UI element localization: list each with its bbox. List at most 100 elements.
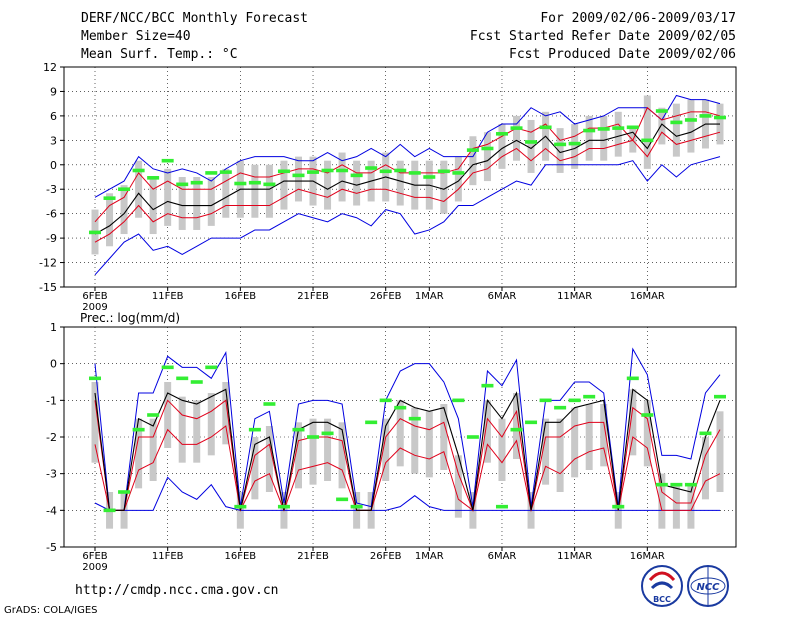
observed-marker bbox=[510, 427, 523, 432]
observed-marker bbox=[292, 173, 305, 178]
observed-marker bbox=[466, 148, 479, 152]
y-tick-label: -6 bbox=[46, 208, 57, 221]
x-tick-label: 21FEB bbox=[297, 291, 329, 302]
spread-bar bbox=[164, 382, 172, 448]
header-left: DERF/NCC/BCC Monthly Forecast Member Siz… bbox=[81, 10, 308, 64]
observed-marker bbox=[132, 427, 145, 432]
observed-marker bbox=[336, 168, 349, 173]
spread-bar bbox=[498, 418, 506, 481]
spread-bar bbox=[207, 393, 215, 456]
spread-bar bbox=[193, 177, 201, 230]
series-line-mean bbox=[94, 123, 720, 235]
observed-marker bbox=[466, 435, 479, 439]
series-line-q75 bbox=[94, 106, 721, 223]
observed-marker bbox=[118, 490, 131, 494]
y-tick-label: -15 bbox=[39, 281, 57, 294]
spread-bar bbox=[265, 164, 273, 218]
y-tick-label: 9 bbox=[50, 85, 57, 98]
spread-bar bbox=[425, 411, 433, 478]
spread-bar bbox=[454, 455, 462, 518]
observed-marker bbox=[307, 435, 320, 439]
spread-bar bbox=[91, 382, 99, 463]
observed-marker bbox=[263, 402, 276, 406]
x-tick-label: 16MAR bbox=[630, 551, 665, 562]
y-tick-label: -1 bbox=[46, 394, 57, 407]
x-tick-label: 11MAR bbox=[557, 551, 592, 562]
spread-bar bbox=[265, 426, 273, 492]
spread-bar bbox=[600, 404, 608, 467]
observed-marker bbox=[655, 109, 668, 113]
y-tick-label: 0 bbox=[50, 159, 57, 172]
observed-marker bbox=[670, 482, 683, 487]
spread-bar bbox=[527, 119, 535, 173]
observed-marker bbox=[89, 230, 101, 235]
observed-marker bbox=[568, 141, 581, 146]
x-tick-label: 21FEB bbox=[297, 551, 329, 562]
spread-bar bbox=[411, 407, 419, 474]
spread-bar bbox=[672, 103, 680, 157]
spread-bar bbox=[251, 437, 259, 500]
source-url[interactable]: http://cmdp.ncc.cma.gov.cn bbox=[75, 583, 279, 598]
observed-marker bbox=[89, 376, 101, 381]
chart-panel-1: 12 9 6 3 0 -3 -6 -9 -12 -15 6FEB 11FEB 16FEB 21FEB 26F… bbox=[39, 61, 737, 313]
series-line-q25 bbox=[94, 425, 721, 513]
observed-marker bbox=[147, 176, 160, 180]
observed-marker bbox=[277, 169, 290, 174]
observed-marker bbox=[423, 175, 436, 179]
observed-marker bbox=[277, 504, 290, 509]
spread-bar bbox=[556, 418, 564, 492]
observed-marker bbox=[684, 118, 697, 122]
observed-marker bbox=[714, 394, 726, 399]
spread-bar bbox=[600, 115, 608, 161]
forecast-period: For 2009/02/06-2009/03/17 bbox=[540, 11, 736, 26]
x-year-label: 2009 bbox=[82, 302, 107, 313]
y-tick-label: 0 bbox=[50, 358, 57, 371]
spread-bar bbox=[483, 132, 491, 182]
observed-marker bbox=[655, 482, 668, 487]
observed-marker bbox=[539, 125, 552, 130]
x-tick-label: 6MAR bbox=[488, 291, 517, 302]
observed-marker bbox=[205, 171, 218, 175]
observed-marker bbox=[161, 365, 174, 370]
observed-marker bbox=[626, 125, 639, 130]
series-line-min bbox=[94, 476, 720, 511]
spread-bar bbox=[324, 418, 332, 481]
y-tick-label: 1 bbox=[50, 321, 57, 334]
spread-bar bbox=[687, 484, 695, 529]
bcc-logo-wave bbox=[650, 581, 674, 590]
observed-marker bbox=[525, 420, 538, 425]
observed-marker bbox=[568, 398, 581, 403]
series-line-min bbox=[94, 156, 721, 276]
observed-marker bbox=[670, 120, 683, 125]
observed-marker bbox=[234, 504, 247, 509]
observed-marker bbox=[699, 431, 712, 436]
observed-marker bbox=[321, 168, 334, 173]
member-size: Member Size=40 bbox=[81, 29, 191, 44]
spread-bar bbox=[643, 400, 651, 467]
observed-marker bbox=[626, 376, 639, 381]
y-tick-label: 3 bbox=[50, 134, 57, 147]
spread-bar bbox=[280, 160, 288, 210]
observed-marker bbox=[510, 126, 523, 130]
observed-marker bbox=[597, 127, 610, 131]
spread-bar bbox=[309, 418, 317, 485]
series-line-max bbox=[94, 94, 721, 198]
x-tick-label: 6FEB bbox=[82, 291, 107, 302]
x-tick-label: 6MAR bbox=[488, 551, 517, 562]
spread-bar bbox=[207, 177, 215, 226]
ncc-logo: NCC bbox=[687, 565, 729, 607]
bcc-logo: BCC bbox=[641, 565, 683, 607]
spread-bar bbox=[338, 152, 346, 202]
y-tick-label: -2 bbox=[46, 431, 57, 444]
bcc-logo-text: BCC bbox=[653, 595, 671, 604]
spread-bar bbox=[353, 160, 361, 206]
observed-marker bbox=[394, 168, 407, 173]
spread-bar bbox=[513, 115, 521, 161]
spread-bar bbox=[440, 404, 448, 470]
spread-bar bbox=[556, 128, 564, 173]
spread-bar bbox=[469, 136, 477, 186]
x-tick-label: 16FEB bbox=[225, 551, 257, 562]
spread-bar bbox=[178, 177, 186, 230]
spread-bar bbox=[382, 418, 390, 481]
x-tick-label: 16FEB bbox=[225, 291, 257, 302]
